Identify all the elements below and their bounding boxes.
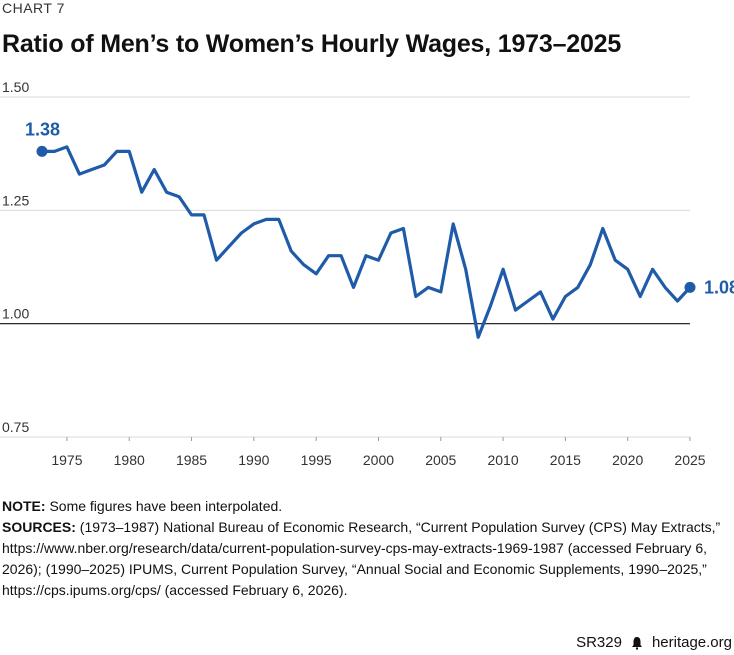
chart-label: CHART 7 [2, 0, 65, 16]
footer: SR329 heritage.org [576, 634, 732, 651]
start-value-label: 1.38 [25, 119, 60, 139]
notes-block: NOTE: Some figures have been interpolate… [2, 496, 732, 601]
end-value-label: 1.08 [704, 277, 734, 297]
site-name: heritage.org [651, 634, 732, 651]
x-tick-label: 2015 [550, 452, 581, 468]
sources-text: (1973–1987) National Bureau of Economic … [2, 519, 721, 598]
x-tick-label: 1980 [114, 452, 145, 468]
x-tick-label: 2000 [363, 452, 394, 468]
x-tick-label: 2005 [425, 452, 456, 468]
series-line [40, 145, 692, 339]
note-text: Some figures have been interpolated. [45, 498, 283, 514]
x-tick-label: 2025 [674, 452, 705, 468]
x-tick-label: 2010 [487, 452, 518, 468]
y-tick-label: 1.25 [2, 192, 29, 208]
note-line: NOTE: Some figures have been interpolate… [2, 496, 732, 517]
chart-title: Ratio of Men’s to Women’s Hourly Wages, … [2, 30, 622, 58]
sources-line: SOURCES: (1973–1987) National Bureau of … [2, 517, 732, 601]
liberty-bell-icon [631, 636, 642, 649]
y-tick-label: 1.00 [2, 306, 29, 322]
end-point-marker [684, 281, 696, 293]
y-tick-label: 1.50 [2, 80, 29, 95]
report-id: SR329 [576, 634, 622, 651]
x-tick-label: 1985 [176, 452, 207, 468]
sources-label: SOURCES: [2, 519, 76, 535]
note-label: NOTE: [2, 498, 46, 514]
x-tick-label: 1995 [301, 452, 332, 468]
x-tick-label: 1975 [51, 452, 82, 468]
x-tick-label: 1990 [238, 452, 269, 468]
line-chart: 1.50 1.25 1.00 0.75 1975 1980 1985 1990 1995 2000… [0, 80, 734, 468]
x-tick-label: 2020 [612, 452, 643, 468]
y-tick-label: 0.75 [2, 419, 29, 435]
start-point-marker [36, 145, 48, 157]
